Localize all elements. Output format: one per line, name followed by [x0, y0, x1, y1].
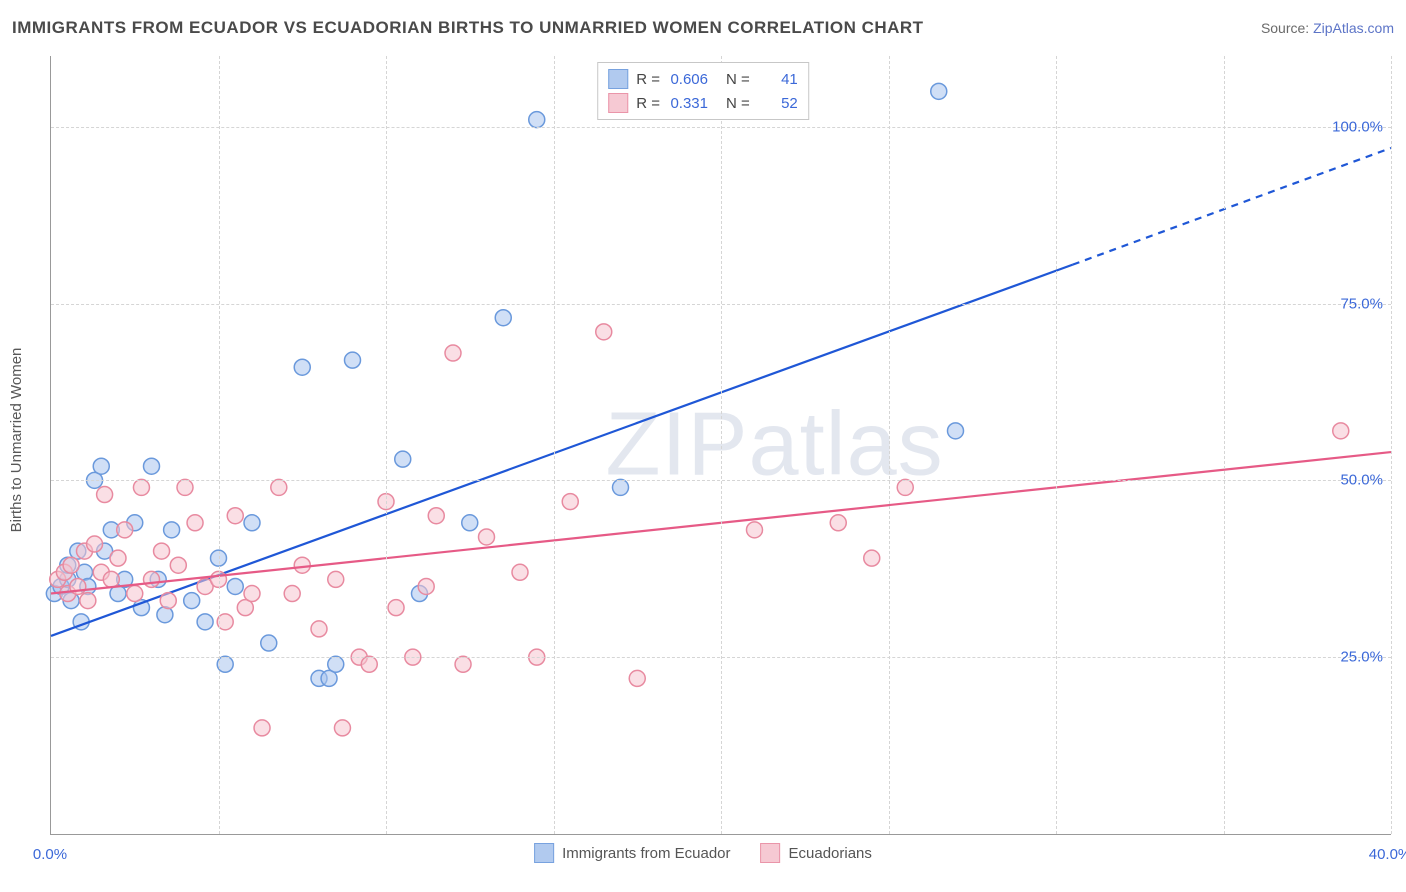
- data-point-ecuadorians: [133, 479, 149, 495]
- data-point-ecuadorians: [334, 720, 350, 736]
- data-point-immigrants: [227, 578, 243, 594]
- legend-label-immigrants: Immigrants from Ecuador: [562, 845, 730, 862]
- data-point-ecuadorians: [311, 621, 327, 637]
- data-point-immigrants: [948, 423, 964, 439]
- data-point-immigrants: [157, 607, 173, 623]
- y-tick-label: 75.0%: [1340, 295, 1383, 312]
- data-point-ecuadorians: [177, 479, 193, 495]
- data-point-ecuadorians: [361, 656, 377, 672]
- data-point-ecuadorians: [244, 586, 260, 602]
- n-value-immigrants: 41: [756, 71, 798, 88]
- data-point-ecuadorians: [455, 656, 471, 672]
- data-point-ecuadorians: [747, 522, 763, 538]
- legend-series-box: Immigrants from Ecuador Ecuadorians: [534, 843, 872, 863]
- y-tick-label: 50.0%: [1340, 472, 1383, 489]
- source-label: Source:: [1261, 20, 1309, 36]
- data-point-ecuadorians: [217, 614, 233, 630]
- data-point-ecuadorians: [103, 571, 119, 587]
- data-point-immigrants: [613, 479, 629, 495]
- legend-item-ecuadorians: Ecuadorians: [761, 843, 872, 863]
- data-point-ecuadorians: [562, 494, 578, 510]
- data-point-immigrants: [261, 635, 277, 651]
- data-point-immigrants: [495, 310, 511, 326]
- legend-stats-row-immigrants: R =0.606 N =41: [608, 67, 798, 91]
- data-point-ecuadorians: [418, 578, 434, 594]
- gridline-v: [889, 56, 890, 834]
- source-link[interactable]: ZipAtlas.com: [1313, 20, 1394, 36]
- data-point-immigrants: [144, 458, 160, 474]
- legend-bottom-swatch-ecuadorians: [761, 843, 781, 863]
- data-point-ecuadorians: [284, 586, 300, 602]
- data-point-ecuadorians: [897, 479, 913, 495]
- r-value-immigrants: 0.606: [666, 71, 708, 88]
- gridline-v: [1391, 56, 1392, 834]
- source-attribution: Source: ZipAtlas.com: [1261, 20, 1394, 36]
- data-point-immigrants: [462, 515, 478, 531]
- data-point-ecuadorians: [271, 479, 287, 495]
- data-point-ecuadorians: [328, 571, 344, 587]
- data-point-immigrants: [93, 458, 109, 474]
- gridline-v: [219, 56, 220, 834]
- gridline-v: [386, 56, 387, 834]
- data-point-ecuadorians: [63, 557, 79, 573]
- data-point-ecuadorians: [479, 529, 495, 545]
- data-point-immigrants: [184, 593, 200, 609]
- y-tick-label: 100.0%: [1332, 118, 1383, 135]
- data-point-ecuadorians: [154, 543, 170, 559]
- gridline-v: [1224, 56, 1225, 834]
- legend-stats-row-ecuadorians: R =0.331 N =52: [608, 91, 798, 115]
- data-point-ecuadorians: [629, 670, 645, 686]
- y-tick-label: 25.0%: [1340, 649, 1383, 666]
- data-point-ecuadorians: [160, 593, 176, 609]
- legend-bottom-swatch-immigrants: [534, 843, 554, 863]
- legend-stats-box: R =0.606 N =41 R =0.331 N =52: [597, 62, 809, 120]
- data-point-ecuadorians: [445, 345, 461, 361]
- legend-item-immigrants: Immigrants from Ecuador: [534, 843, 730, 863]
- data-point-immigrants: [164, 522, 180, 538]
- chart-plot-area: ZIPatlas 25.0%50.0%75.0%100.0%: [50, 56, 1391, 835]
- data-point-immigrants: [294, 359, 310, 375]
- gridline-v: [1056, 56, 1057, 834]
- chart-title: IMMIGRANTS FROM ECUADOR VS ECUADORIAN BI…: [12, 18, 924, 38]
- data-point-immigrants: [197, 614, 213, 630]
- data-point-ecuadorians: [864, 550, 880, 566]
- x-tick-label: 0.0%: [33, 846, 67, 863]
- gridline-v: [554, 56, 555, 834]
- data-point-ecuadorians: [254, 720, 270, 736]
- data-point-ecuadorians: [388, 600, 404, 616]
- y-axis-label: Births to Unmarried Women: [8, 348, 25, 533]
- legend-swatch-ecuadorians: [608, 93, 628, 113]
- data-point-ecuadorians: [227, 508, 243, 524]
- trend-line-dashed-immigrants: [1073, 148, 1391, 265]
- data-point-ecuadorians: [170, 557, 186, 573]
- data-point-ecuadorians: [110, 550, 126, 566]
- data-point-ecuadorians: [127, 586, 143, 602]
- data-point-immigrants: [529, 112, 545, 128]
- data-point-ecuadorians: [187, 515, 203, 531]
- data-point-immigrants: [328, 656, 344, 672]
- data-point-ecuadorians: [428, 508, 444, 524]
- data-point-ecuadorians: [1333, 423, 1349, 439]
- data-point-immigrants: [395, 451, 411, 467]
- r-value-ecuadorians: 0.331: [666, 95, 708, 112]
- data-point-ecuadorians: [87, 536, 103, 552]
- data-point-immigrants: [931, 83, 947, 99]
- data-point-immigrants: [217, 656, 233, 672]
- data-point-ecuadorians: [830, 515, 846, 531]
- data-point-ecuadorians: [144, 571, 160, 587]
- data-point-ecuadorians: [294, 557, 310, 573]
- gridline-v: [721, 56, 722, 834]
- data-point-ecuadorians: [97, 487, 113, 503]
- legend-label-ecuadorians: Ecuadorians: [789, 845, 872, 862]
- n-value-ecuadorians: 52: [756, 95, 798, 112]
- data-point-immigrants: [345, 352, 361, 368]
- data-point-ecuadorians: [80, 593, 96, 609]
- data-point-ecuadorians: [512, 564, 528, 580]
- data-point-ecuadorians: [117, 522, 133, 538]
- data-point-immigrants: [244, 515, 260, 531]
- legend-swatch-immigrants: [608, 69, 628, 89]
- data-point-ecuadorians: [596, 324, 612, 340]
- x-tick-label: 40.0%: [1369, 846, 1406, 863]
